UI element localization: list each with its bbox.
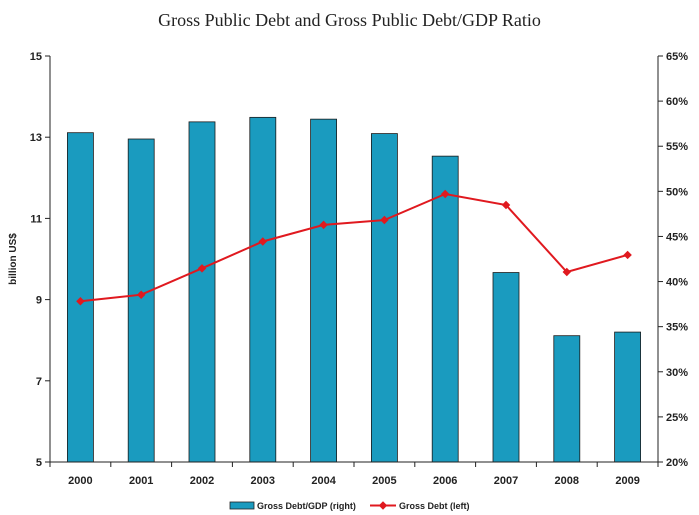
x-tick-label: 2009 [615, 475, 639, 487]
line-series [76, 189, 632, 306]
y-right-tick-label: 55% [666, 141, 688, 153]
y-left-tick-label: 13 [30, 132, 42, 144]
y-right-tick-label: 45% [666, 231, 688, 243]
line-point-2001 [136, 290, 146, 299]
legend-bar-label: Gross Debt/GDP (right) [257, 501, 356, 511]
x-tick-label: 2005 [372, 475, 396, 487]
y-right-tick-label: 40% [666, 277, 688, 289]
line-point-2009 [623, 250, 632, 260]
y-right-tick-label: 50% [666, 186, 688, 198]
bar-series [67, 116, 641, 463]
legend: Gross Debt/GDP (right) Gross Debt (left) [229, 501, 470, 511]
y-right-tick-label: 65% [666, 51, 688, 63]
x-tick-label: 2001 [129, 475, 153, 487]
line-point-2005 [380, 215, 389, 225]
y-left-tick-label: 15 [30, 51, 42, 63]
y-left-tick-label: 11 [30, 213, 42, 225]
legend-line-marker [378, 501, 388, 510]
y-axis-left-label: billion US$ [8, 233, 19, 285]
bar-2001 [127, 138, 155, 463]
bar-2004 [310, 118, 338, 463]
bar-2008 [553, 335, 581, 463]
bar-2005 [370, 133, 398, 463]
line-point-2000 [76, 296, 85, 306]
y-right-tick-label: 20% [666, 457, 688, 469]
x-tick-label: 2006 [433, 475, 457, 487]
y-left-tick-label: 5 [36, 457, 42, 469]
bar-2009 [614, 331, 641, 463]
y-right-tick-label: 60% [666, 96, 688, 108]
x-tick-label: 2008 [555, 475, 579, 487]
y-left-tick-label: 7 [36, 376, 42, 388]
legend-bar-swatch [229, 501, 255, 510]
bar-2007 [492, 272, 520, 463]
y-right-tick-label: 30% [666, 367, 688, 379]
x-tick-label: 2007 [494, 475, 518, 487]
y-right-tick-label: 25% [666, 412, 688, 424]
line-gross-debt [80, 192, 628, 303]
line-point-2004 [319, 220, 328, 230]
x-tick-label: 2000 [68, 475, 92, 487]
chart-title: Gross Public Debt and Gross Public Debt/… [158, 10, 541, 30]
bar-2002 [188, 121, 216, 463]
x-tick-label: 2003 [251, 475, 275, 487]
y-left-tick-label: 9 [36, 295, 42, 307]
legend-line-label: Gross Debt (left) [399, 501, 470, 511]
y-right-tick-label: 35% [666, 322, 688, 334]
line-point-2003 [258, 237, 268, 246]
axes: 5 7 9 11 13 15 20% 25% 30% 35% 40% 45% 50% 55% 60% 65% 2… [30, 51, 688, 487]
line-point-2007 [501, 200, 511, 210]
bar-2003 [249, 116, 277, 463]
line-point-2008 [562, 267, 572, 277]
bar-2006 [431, 155, 459, 463]
line-point-2006 [440, 189, 450, 199]
x-tick-label: 2002 [190, 475, 214, 487]
x-tick-label: 2004 [311, 475, 336, 487]
line-point-2002 [197, 264, 207, 273]
